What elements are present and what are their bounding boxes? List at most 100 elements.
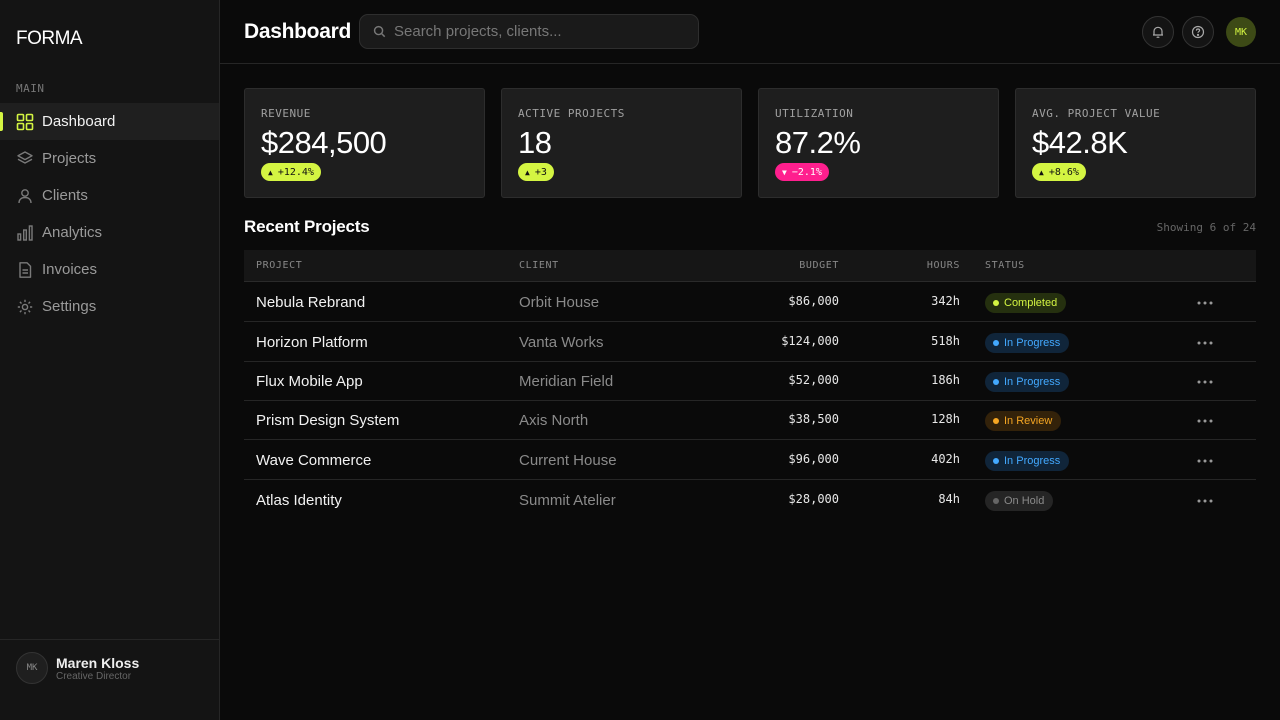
top-header: Dashboard MK <box>220 0 1280 64</box>
column-header-hours[interactable]: HOURS <box>926 260 960 271</box>
row-actions-button[interactable] <box>1196 412 1214 430</box>
status-label: In Review <box>1004 415 1053 427</box>
client-name: Vanta Works <box>519 334 604 351</box>
budget-value: $86,000 <box>788 294 839 308</box>
column-header-client[interactable]: CLIENT <box>519 260 559 271</box>
table-header: PROJECT CLIENT BUDGET HOURS STATUS <box>244 250 1256 282</box>
hours-value: 128h <box>931 412 960 426</box>
user-name: Maren Kloss <box>56 655 140 671</box>
status-label: In Progress <box>1004 376 1061 388</box>
stat-value: 18 <box>518 125 552 160</box>
table-row[interactable]: Nebula Rebrand Orbit House $86,000 342h … <box>244 282 1256 322</box>
search-box[interactable] <box>359 14 699 49</box>
arrow-up-icon: ▲ <box>268 167 273 177</box>
column-header-status[interactable]: STATUS <box>985 260 1025 271</box>
status-badge: In Progress <box>985 372 1070 392</box>
budget-value: $38,500 <box>788 412 839 426</box>
budget-value: $124,000 <box>781 334 839 348</box>
stat-card-revenue: REVENUE $284,500 ▲ +12.4% <box>244 88 485 198</box>
budget-value: $96,000 <box>788 452 839 466</box>
sidebar: FORMA MAIN Dashboard Projects Clients An… <box>0 0 220 720</box>
more-horizontal-icon <box>1197 419 1213 423</box>
bar-chart-icon <box>16 224 34 242</box>
stat-label: AVG. PROJECT VALUE <box>1032 107 1161 120</box>
client-name: Current House <box>519 452 617 469</box>
stat-value: $284,500 <box>261 125 387 160</box>
status-dot-icon <box>993 379 999 385</box>
sidebar-item-clients[interactable]: Clients <box>0 177 219 214</box>
status-dot-icon <box>993 458 999 464</box>
sidebar-item-label: Analytics <box>42 224 103 241</box>
project-name: Horizon Platform <box>256 334 368 351</box>
hours-value: 402h <box>931 452 960 466</box>
more-horizontal-icon <box>1197 341 1213 345</box>
sidebar-item-label: Clients <box>42 187 88 204</box>
stat-value: 87.2% <box>775 125 861 160</box>
sidebar-item-dashboard[interactable]: Dashboard <box>0 103 219 140</box>
stat-card-utilization: UTILIZATION 87.2% ▼ −2.1% <box>758 88 999 198</box>
project-name: Nebula Rebrand <box>256 294 366 311</box>
hours-value: 342h <box>931 294 960 308</box>
hours-value: 84h <box>938 492 960 506</box>
sidebar-item-analytics[interactable]: Analytics <box>0 214 219 251</box>
row-actions-button[interactable] <box>1196 492 1214 510</box>
status-badge: In Progress <box>985 333 1070 353</box>
document-icon <box>16 261 34 279</box>
arrow-up-icon: ▲ <box>525 167 530 177</box>
help-button[interactable] <box>1182 16 1214 48</box>
search-icon <box>373 25 386 38</box>
row-actions-button[interactable] <box>1196 334 1214 352</box>
nav-section-label: MAIN <box>16 82 45 95</box>
table-row[interactable]: Flux Mobile App Meridian Field $52,000 1… <box>244 361 1256 401</box>
page-title: Dashboard <box>244 20 351 43</box>
project-name: Flux Mobile App <box>256 373 363 390</box>
column-header-budget[interactable]: BUDGET <box>799 260 839 271</box>
table-row[interactable]: Horizon Platform Vanta Works $124,000 51… <box>244 322 1256 362</box>
stat-value: $42.8K <box>1032 125 1128 160</box>
status-label: In Progress <box>1004 455 1061 467</box>
more-horizontal-icon <box>1197 380 1213 384</box>
stat-delta: +12.4% <box>277 166 314 178</box>
section-title: Recent Projects <box>244 217 370 236</box>
hours-value: 186h <box>931 373 960 387</box>
project-name: Atlas Identity <box>256 492 342 509</box>
row-actions-button[interactable] <box>1196 294 1214 312</box>
status-label: Completed <box>1004 297 1058 309</box>
row-actions-button[interactable] <box>1196 373 1214 391</box>
search-input[interactable] <box>394 23 684 40</box>
sidebar-item-invoices[interactable]: Invoices <box>0 251 219 288</box>
arrow-down-icon: ▼ <box>782 167 787 177</box>
notifications-button[interactable] <box>1142 16 1174 48</box>
client-name: Summit Atelier <box>519 492 616 509</box>
table-row[interactable]: Wave Commerce Current House $96,000 402h… <box>244 440 1256 480</box>
stat-label: UTILIZATION <box>775 107 854 120</box>
avatar[interactable]: MK <box>1226 17 1256 47</box>
sidebar-item-label: Settings <box>42 298 97 315</box>
column-header-project[interactable]: PROJECT <box>256 260 303 271</box>
budget-value: $28,000 <box>788 492 839 506</box>
budget-value: $52,000 <box>788 373 839 387</box>
more-horizontal-icon <box>1197 459 1213 463</box>
stat-delta: −2.1% <box>791 166 822 178</box>
client-name: Meridian Field <box>519 373 614 390</box>
more-horizontal-icon <box>1197 499 1213 503</box>
sidebar-item-label: Invoices <box>42 261 98 278</box>
stat-card-active-projects: ACTIVE PROJECTS 18 ▲ +3 <box>501 88 742 198</box>
sidebar-item-settings[interactable]: Settings <box>0 288 219 325</box>
client-name: Orbit House <box>519 294 600 311</box>
table-row[interactable]: Prism Design System Axis North $38,500 1… <box>244 400 1256 440</box>
status-dot-icon <box>993 418 999 424</box>
table-row[interactable]: Atlas Identity Summit Atelier $28,000 84… <box>244 480 1256 520</box>
grid-icon <box>16 113 34 131</box>
row-actions-button[interactable] <box>1196 452 1214 470</box>
project-name: Prism Design System <box>256 412 400 429</box>
app-logo[interactable]: FORMA <box>16 28 83 49</box>
user-role: Creative Director <box>56 671 132 682</box>
sidebar-item-projects[interactable]: Projects <box>0 140 219 177</box>
sidebar-nav: Dashboard Projects Clients Analytics Inv… <box>0 103 219 325</box>
status-badge: In Progress <box>985 451 1070 471</box>
client-name: Axis North <box>519 412 589 429</box>
stat-card-avg-project-value: AVG. PROJECT VALUE $42.8K ▲ +8.6% <box>1015 88 1256 198</box>
sidebar-item-label: Dashboard <box>42 113 116 130</box>
user-profile[interactable]: MK Maren Kloss Creative Director <box>0 639 219 720</box>
